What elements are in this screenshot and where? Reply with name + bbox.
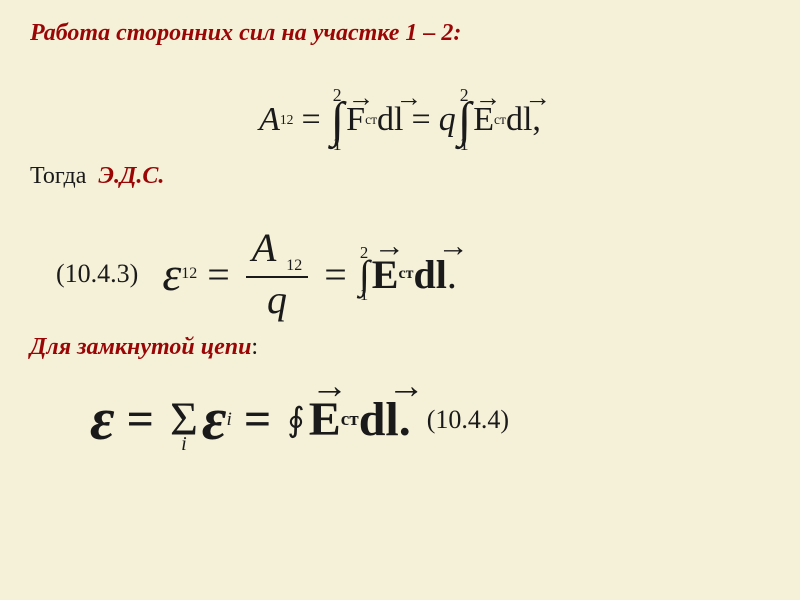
vector-E3: E: [309, 392, 341, 447]
heading-closed-loop: Для замкнутой цепи:: [30, 334, 770, 361]
vector-E2: E: [372, 251, 399, 298]
text-eds: Э.Д.С.: [98, 163, 164, 189]
frac-num: A 12: [246, 228, 308, 278]
sub-eps-12: 12: [181, 265, 197, 283]
equation-ref-1044: (10.4.4): [427, 405, 509, 435]
text-then: Тогда: [30, 163, 92, 189]
equals-6: =: [244, 392, 271, 447]
sum-symbol: Σ i: [170, 392, 198, 447]
symbol-l4: l: [385, 393, 398, 446]
symbol-l1: l: [394, 101, 403, 138]
symbol-E1: E: [473, 101, 494, 138]
symbol-F: F: [346, 101, 365, 138]
int3-lower: 1: [360, 285, 368, 305]
symbol-A2: A: [252, 225, 276, 270]
slide-container: Работа сторонних сил на участке 1 – 2: A…: [0, 0, 800, 480]
symbol-A: A: [259, 101, 280, 139]
equation-work-integral: A 12 = 2 ∫ 1 F ст d l = q 2 ∫ 1 E ст d l: [30, 95, 770, 145]
symbol-d3: d: [413, 251, 435, 298]
sub-st-E2: ст: [398, 265, 413, 283]
vector-l1: l: [394, 101, 403, 139]
sub-A2-12: 12: [286, 257, 302, 274]
sub-st-F: ст: [365, 112, 377, 128]
symbol-l3: l: [436, 252, 447, 297]
heading-then-eds: Тогда Э.Д.С.: [30, 163, 770, 190]
int3-upper: 2: [360, 243, 368, 263]
symbol-d2: d: [506, 101, 523, 139]
integral-3: 2 ∫ 1: [359, 251, 370, 298]
vector-E1: E: [473, 101, 494, 139]
integral-2: 2 ∫ 1: [458, 95, 472, 145]
int1-lower: 1: [333, 134, 342, 155]
oint-symbol: ∮: [287, 400, 305, 440]
symbol-E3: E: [309, 393, 341, 446]
symbol-l2: l: [523, 101, 532, 138]
symbol-q: q: [439, 101, 456, 139]
sum-sub-i: i: [181, 433, 187, 456]
colon: :: [251, 334, 258, 360]
symbol-d1: d: [377, 101, 394, 139]
vector-F: F: [346, 101, 365, 139]
symbol-eps-i: ε: [202, 385, 227, 454]
int1-upper: 2: [333, 85, 342, 106]
vector-l4: l: [385, 392, 398, 447]
sub-st-E1: ст: [494, 112, 506, 128]
symbol-E2: E: [372, 252, 399, 297]
frac-den: q: [261, 278, 293, 320]
equals-5: =: [127, 392, 154, 447]
symbol-d4: d: [359, 392, 386, 447]
sub-eps-i: i: [227, 409, 232, 431]
symbol-eps-12: ε: [162, 247, 181, 302]
integral-1: 2 ∫ 1: [331, 95, 345, 145]
heading-work: Работа сторонних сил на участке 1 – 2:: [30, 20, 770, 47]
vector-l2: l: [523, 101, 532, 139]
equation-ref-1043: (10.4.3): [56, 259, 138, 289]
fraction-A-q: A 12 q: [246, 228, 308, 320]
equals-3: =: [207, 251, 230, 298]
sub-st-E3: ст: [341, 409, 359, 431]
equals-1: =: [301, 101, 320, 139]
symbol-eps: ε: [90, 385, 115, 454]
equals-4: =: [324, 251, 347, 298]
vector-l3: l: [436, 251, 447, 298]
equation-emf-12: (10.4.3) ε 12 = A 12 q = 2 ∫ 1 E ст d l …: [30, 228, 770, 320]
sub-12: 12: [280, 112, 294, 128]
int2-upper: 2: [460, 85, 469, 106]
int2-lower: 1: [460, 134, 469, 155]
equation-emf-loop: ε = Σ i ε i = ∮ E ст d l . (10.4.4): [30, 385, 770, 454]
text-closed-loop: Для замкнутой цепи: [30, 334, 251, 360]
